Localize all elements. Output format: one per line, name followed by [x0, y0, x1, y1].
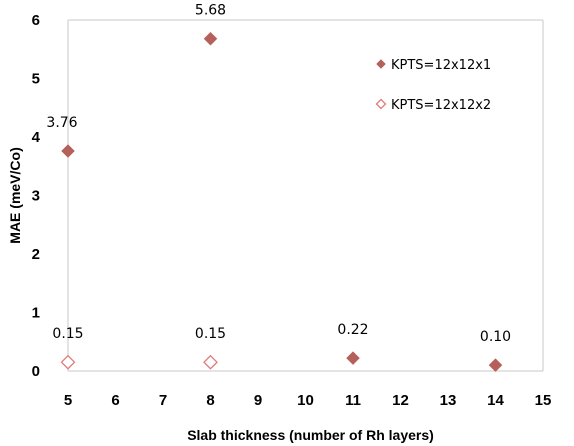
x-axis-title: Slab thickness (number of Rh layers)	[187, 427, 434, 443]
y-tick-label: 3	[32, 188, 40, 205]
data-label: 3.76	[46, 115, 77, 131]
plot-area	[67, 19, 544, 372]
x-tick-label: 5	[64, 392, 72, 409]
x-tick-label: 14	[487, 392, 504, 409]
x-tick-label: 7	[159, 392, 167, 409]
x-tick-label: 11	[345, 392, 361, 409]
legend: KPTS=12x12x1 KPTS=12x12x2	[375, 58, 491, 113]
x-tick-label: 9	[254, 392, 262, 409]
x-tick-label: 6	[111, 392, 119, 409]
data-point-series-2	[60, 354, 76, 370]
legend-marker-series-1	[376, 59, 386, 69]
x-tick-label: 12	[392, 392, 409, 409]
x-tick-label: 13	[440, 392, 457, 409]
y-tick-label: 1	[32, 305, 40, 322]
data-point-series-1	[346, 351, 360, 365]
data-label: 0.15	[52, 326, 83, 342]
y-tick-label: 2	[32, 246, 40, 263]
data-label: 0.10	[480, 329, 511, 345]
x-tick-label: 8	[206, 392, 214, 409]
legend-marker-series-2	[375, 98, 387, 110]
data-point-series-1	[488, 358, 503, 373]
data-point-series-1	[61, 144, 75, 158]
data-points	[60, 31, 503, 373]
data-point-series-1	[203, 31, 218, 46]
x-tick-label: 10	[297, 392, 314, 409]
x-tick-labels: 5 6 7 8 9 10 11 12 13 14 15	[64, 392, 552, 409]
y-axis-title: MAE (meV/Co)	[7, 147, 23, 243]
legend-label: KPTS=12x12x1	[391, 58, 491, 73]
y-tick-label: 6	[32, 12, 40, 29]
data-label: 0.15	[195, 326, 226, 342]
data-labels: 3.76 5.68 0.15 0.15 0.22 0.10	[46, 3, 511, 345]
y-tick-labels: 0 1 2 3 4 5 6	[32, 12, 41, 380]
legend-label: KPTS=12x12x2	[391, 98, 491, 113]
y-tick-label: 4	[32, 129, 41, 146]
data-label: 5.68	[195, 3, 226, 19]
y-tick-label: 0	[32, 363, 40, 380]
x-tick-label: 15	[535, 392, 552, 409]
data-label: 0.22	[337, 322, 368, 338]
y-tick-label: 5	[32, 71, 40, 88]
data-point-series-2	[203, 354, 218, 370]
